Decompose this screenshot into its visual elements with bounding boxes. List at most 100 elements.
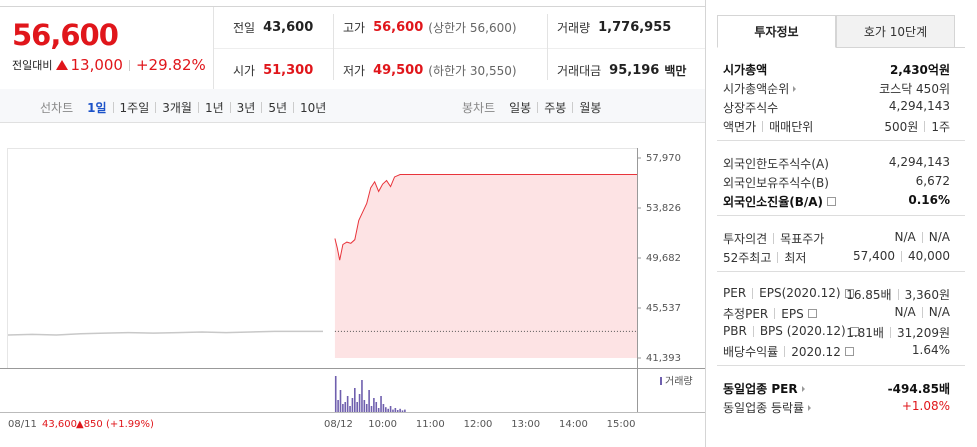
info-value: 1.64% bbox=[912, 343, 950, 357]
volume-bar bbox=[361, 380, 363, 412]
volume-bar bbox=[334, 376, 337, 412]
period-tab[interactable]: 1년 bbox=[204, 101, 224, 115]
period-tab[interactable]: 5년 bbox=[268, 101, 288, 115]
value-part: 1주 bbox=[931, 120, 950, 134]
value-part: -494.85배 bbox=[887, 382, 950, 396]
summary-note: 백만 bbox=[664, 64, 687, 78]
today-line bbox=[334, 174, 637, 261]
label-part: 투자의견 bbox=[723, 232, 768, 246]
x-tick-label: 14:00 bbox=[559, 419, 588, 430]
volume-bar bbox=[394, 408, 397, 412]
label-part: 액면가 bbox=[723, 120, 757, 134]
summary-value: 1,776,955 bbox=[598, 20, 672, 35]
summary-cell: 저가 49,500 (하한가 30,550) bbox=[343, 62, 517, 79]
volume-bar bbox=[382, 404, 385, 412]
candle-tab[interactable]: 일봉 bbox=[509, 101, 532, 115]
volume-bar bbox=[389, 406, 392, 412]
summary-label: 저가 bbox=[343, 64, 366, 78]
summary-cell: 시가 51,300 bbox=[233, 62, 313, 79]
y-tick-label: 57,970 bbox=[646, 153, 681, 164]
summary-col-divider bbox=[333, 14, 334, 80]
candle-tabs: 봉차트 일봉 주봉 월봉 bbox=[462, 99, 601, 116]
info-label: 상장주식수 bbox=[723, 99, 778, 116]
x-tick-label: 10:00 bbox=[368, 419, 397, 430]
label-part: 외국인보유주식수(B) bbox=[723, 176, 829, 190]
help-icon bbox=[827, 197, 837, 206]
info-label: 투자의견 목표주가 bbox=[723, 230, 824, 247]
summary-value: 51,300 bbox=[263, 63, 314, 78]
period-tab[interactable]: 1주일 bbox=[119, 101, 150, 115]
volume-bar bbox=[392, 409, 394, 412]
info-value: 2,430억원 bbox=[890, 61, 950, 78]
summary-value: 43,600 bbox=[263, 20, 314, 35]
value-part: 2,430억원 bbox=[889, 63, 950, 77]
info-tab[interactable]: 호가 10단계 bbox=[836, 15, 955, 48]
info-value: 57,400 40,000 bbox=[853, 249, 950, 263]
summary-divider bbox=[214, 48, 705, 49]
period-tab[interactable]: 10년 bbox=[300, 101, 327, 115]
help-icon bbox=[844, 288, 854, 298]
volume-bar bbox=[385, 407, 387, 412]
volume-bar bbox=[387, 408, 389, 412]
volume-bar bbox=[370, 406, 373, 412]
summary-value: 95,196 bbox=[609, 63, 660, 78]
label-part: PER bbox=[723, 286, 747, 300]
label-part: 2020.12 bbox=[791, 344, 841, 359]
period-tab[interactable]: 3개월 bbox=[162, 101, 192, 115]
separator bbox=[777, 252, 779, 263]
value-part: 40,000 bbox=[908, 249, 950, 263]
period-tab[interactable]: 1일 bbox=[87, 101, 107, 115]
info-value: 500원 1주 bbox=[884, 118, 950, 135]
volume-bar bbox=[349, 406, 351, 412]
label-part: 외국인한도주식수(A) bbox=[723, 157, 829, 171]
separator bbox=[537, 102, 539, 113]
value-part: N/A bbox=[894, 230, 916, 244]
info-value: 0.16% bbox=[908, 193, 950, 207]
label-part: 상장주식수 bbox=[723, 101, 779, 115]
separator bbox=[752, 287, 754, 299]
summary-note: (하한가 30,550) bbox=[428, 64, 517, 78]
arrow-icon bbox=[793, 85, 797, 92]
period-tab[interactable]: 3년 bbox=[236, 101, 256, 115]
info-value: N/A N/A bbox=[895, 230, 950, 244]
value-part: 4,294,143 bbox=[888, 99, 950, 113]
summary-value: 56,600 bbox=[373, 20, 424, 35]
volume-legend: 거래량 bbox=[665, 376, 693, 388]
label-part: 시가총액순위 bbox=[723, 82, 790, 96]
label-part: PBR bbox=[723, 324, 747, 338]
candle-tab[interactable]: 주봉 bbox=[544, 101, 567, 115]
value-part: 500원 bbox=[884, 120, 919, 134]
summary-label: 전일 bbox=[233, 21, 256, 35]
candle-tab[interactable]: 월봉 bbox=[579, 101, 602, 115]
volume-bar bbox=[342, 404, 344, 412]
value-part: 코스닥 450위 bbox=[879, 82, 950, 96]
label-part: EPS bbox=[781, 306, 804, 321]
separator bbox=[921, 231, 923, 243]
volume-bar bbox=[368, 390, 370, 412]
change: 13,000 bbox=[70, 56, 123, 74]
info-label: 외국인한도주식수(A) bbox=[723, 155, 829, 172]
arrow-icon bbox=[808, 404, 812, 411]
separator bbox=[155, 102, 157, 113]
volume-bar bbox=[344, 402, 347, 412]
volume-bar bbox=[377, 408, 380, 412]
info-tab-line bbox=[836, 47, 965, 48]
label-part: EPS(2020.12) bbox=[759, 286, 841, 300]
info-label: 52주최고 최저 bbox=[723, 249, 806, 266]
info-label: 동일업종 PER bbox=[723, 380, 805, 397]
info-label: PER EPS(2020.12) bbox=[723, 286, 854, 300]
value-part: 1.81배 bbox=[846, 326, 884, 340]
line-tabs: 선차트 1일 1주일 3개월 1년 3년 5년 10년 bbox=[40, 99, 326, 116]
value-part: 4,294,143 bbox=[888, 155, 950, 169]
help-icon bbox=[849, 326, 859, 336]
tab-bar bbox=[0, 89, 705, 123]
separator bbox=[889, 327, 891, 338]
volume-bar bbox=[404, 409, 406, 412]
volume-bar bbox=[365, 404, 368, 412]
info-tab[interactable]: 투자정보 bbox=[717, 15, 836, 48]
label-part: 최저 bbox=[784, 251, 807, 265]
volume-legend-swatch bbox=[660, 377, 662, 385]
value-part: 0.16% bbox=[908, 193, 950, 207]
today-area bbox=[334, 174, 637, 358]
